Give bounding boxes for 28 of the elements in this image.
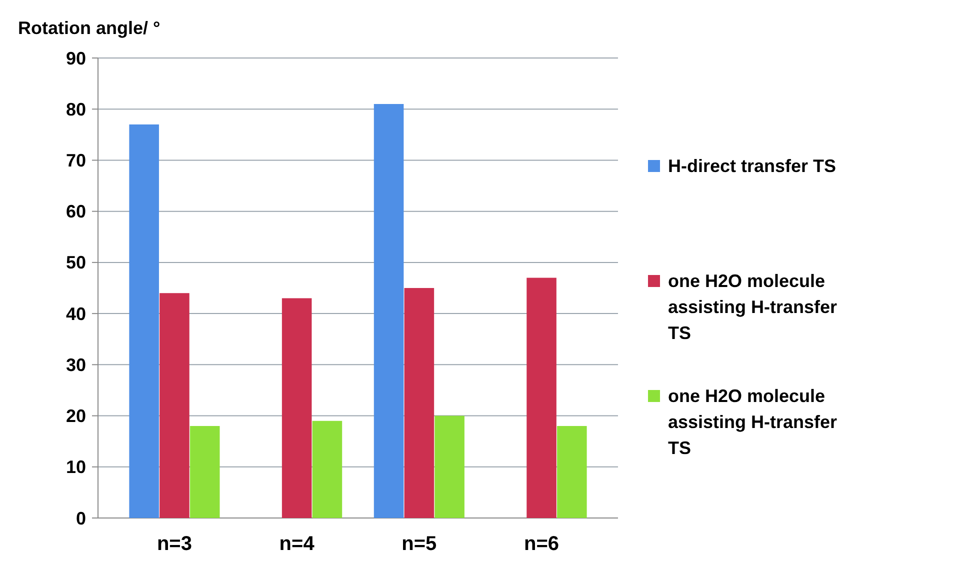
bar	[160, 293, 190, 518]
bar	[190, 426, 220, 518]
bar	[557, 426, 587, 518]
x-tick-label: n=5	[402, 533, 437, 555]
y-tick-label: 90	[66, 48, 86, 68]
y-tick-label: 70	[66, 150, 86, 171]
y-tick-label: 20	[66, 406, 86, 426]
y-tick-label: 30	[66, 354, 86, 375]
y-tick-label: 10	[66, 457, 86, 478]
bar	[404, 288, 434, 518]
y-tick-label: 40	[66, 304, 86, 324]
legend-label: one H2O molecule assisting H-transfer TS	[668, 386, 838, 458]
bar	[434, 416, 464, 518]
bar	[129, 124, 159, 518]
bar	[374, 104, 404, 518]
y-tick-label: 50	[66, 252, 86, 273]
bar	[526, 278, 556, 518]
bar	[312, 420, 342, 518]
y-tick-label: 0	[76, 508, 86, 528]
x-tick-label: n=4	[279, 533, 316, 555]
bar	[282, 298, 312, 518]
y-axis-title: Rotation angle/ °	[18, 18, 160, 38]
x-tick-label: n=3	[156, 533, 192, 555]
x-tick-label: n=6	[524, 533, 560, 555]
y-tick-label: 80	[66, 99, 86, 120]
legend-label: one H2O molecule assisting H-transfer TS	[668, 271, 838, 343]
legend-label: H-direct transfer TS	[668, 156, 836, 176]
y-tick-label: 60	[66, 202, 86, 222]
